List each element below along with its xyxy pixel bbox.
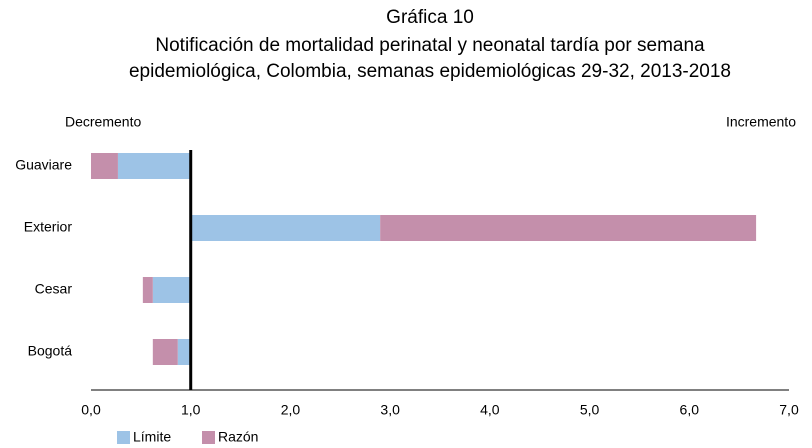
- bar-segment: [142, 277, 153, 303]
- y-tick-label: Bogotá: [28, 343, 73, 359]
- bar-segment: [380, 215, 757, 241]
- chart-subtitle: epidemiológica, Colombia, semanas epidem…: [129, 61, 731, 82]
- chart-title: Gráfica 10: [386, 7, 474, 28]
- x-tick-label: 5,0: [580, 402, 600, 418]
- annotation: Incremento: [726, 114, 796, 130]
- x-tick-label: 7,0: [779, 402, 799, 418]
- annotation: Decremento: [65, 114, 141, 130]
- bar-segment: [190, 215, 381, 241]
- y-tick-label: Cesar: [35, 281, 73, 297]
- legend-swatch: [202, 431, 215, 444]
- y-tick-label: Guaviare: [15, 157, 72, 173]
- bar-segment: [152, 339, 178, 365]
- legend-label: Razón: [218, 429, 258, 445]
- legend-swatch: [117, 431, 130, 444]
- y-tick-label: Exterior: [24, 219, 73, 235]
- x-tick-label: 1,0: [181, 402, 201, 418]
- x-tick-label: 4,0: [480, 402, 500, 418]
- x-tick-label: 0,0: [81, 402, 101, 418]
- bar-segment: [91, 153, 118, 179]
- legend-label: Límite: [133, 429, 171, 445]
- bar-segment: [177, 339, 191, 365]
- x-tick-label: 6,0: [680, 402, 700, 418]
- bar-segment: [152, 277, 191, 303]
- bar-segment: [117, 153, 191, 179]
- x-tick-label: 2,0: [281, 402, 301, 418]
- chart-subtitle: Notificación de mortalidad perinatal y n…: [155, 35, 705, 56]
- x-tick-label: 3,0: [380, 402, 400, 418]
